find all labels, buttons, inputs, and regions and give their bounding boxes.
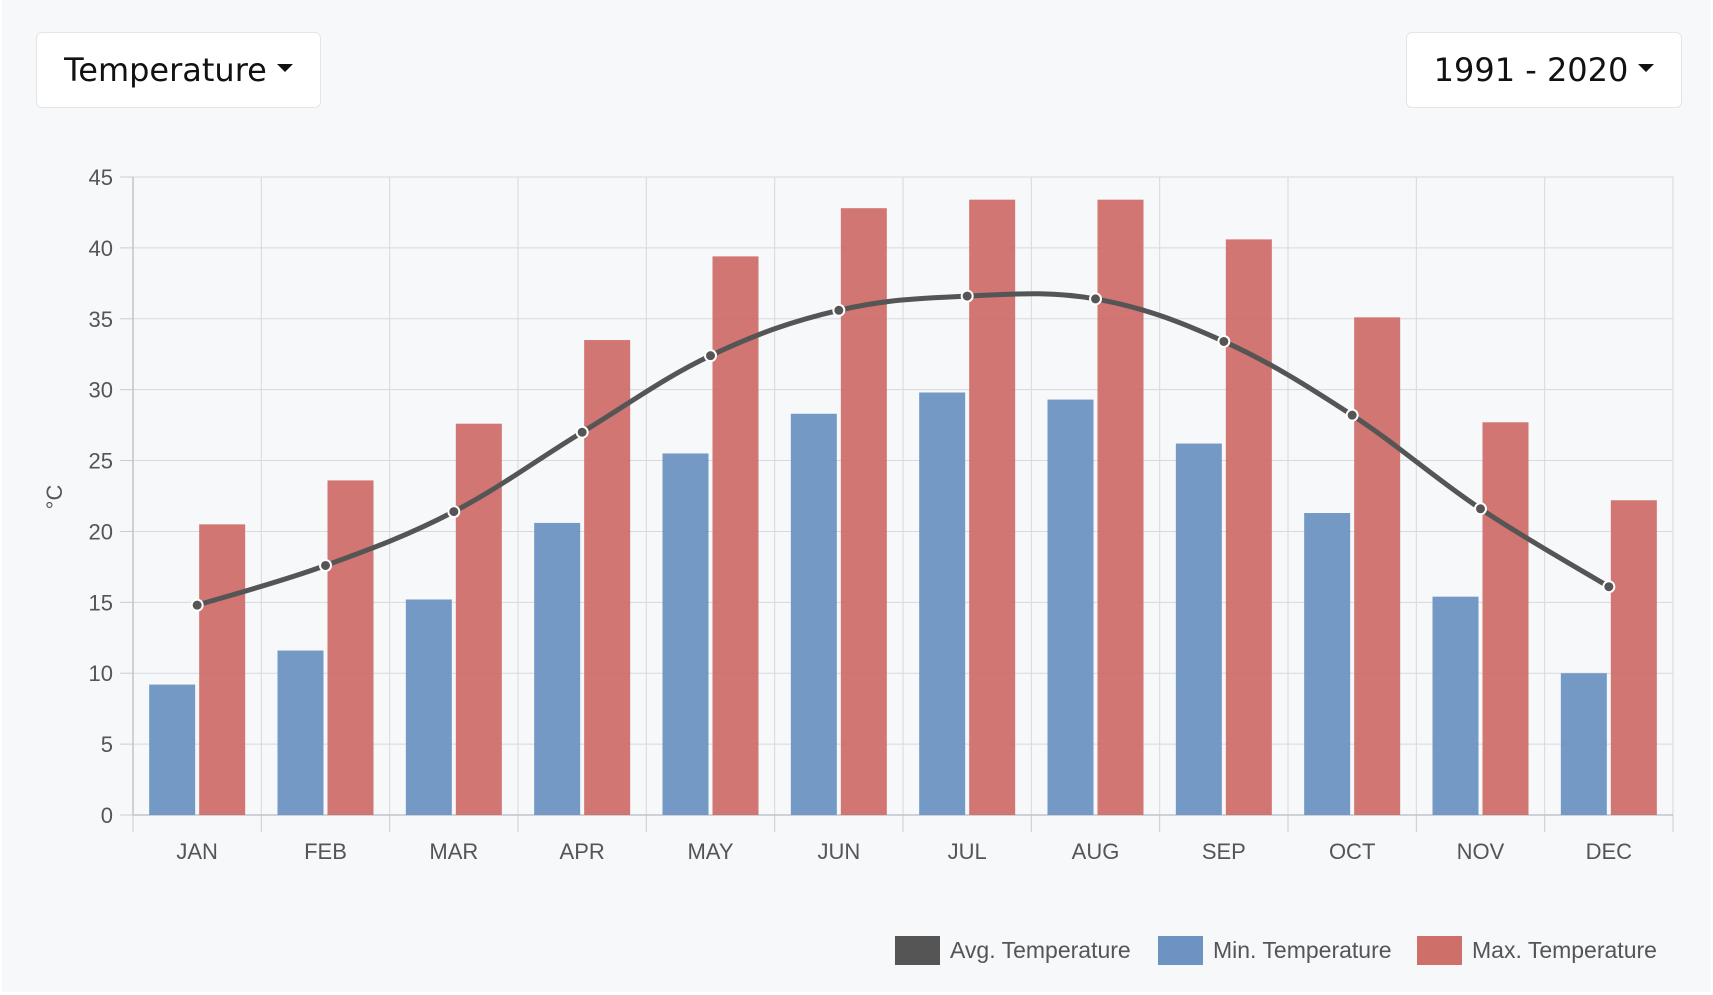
x-tick-label: MAY xyxy=(687,839,733,864)
max-temp-bar xyxy=(199,524,246,815)
x-tick-label: SEP xyxy=(1202,839,1246,864)
metric-dropdown[interactable]: Temperature xyxy=(36,32,321,108)
avg-temp-point xyxy=(575,425,589,439)
caret-down-icon xyxy=(1638,64,1655,72)
min-temp-bar xyxy=(534,522,581,815)
metric-dropdown-label: Temperature xyxy=(64,51,267,89)
max-temp-bar xyxy=(1354,317,1401,815)
avg-temp-point xyxy=(1217,334,1231,348)
x-tick-label: OCT xyxy=(1329,839,1375,864)
max-temp-bar xyxy=(1610,500,1657,815)
avg-temp-point xyxy=(704,349,717,363)
y-axis-title: °C xyxy=(42,485,67,510)
max-temp-bar xyxy=(1225,239,1272,816)
avg-temp-point xyxy=(1474,502,1487,516)
y-tick-label: 5 xyxy=(101,732,113,757)
y-tick-label: 40 xyxy=(89,236,113,261)
max-temp-bar xyxy=(1482,422,1529,815)
avg-temp-point xyxy=(190,598,204,612)
min-temp-bar xyxy=(1432,596,1479,815)
y-tick-label: 25 xyxy=(89,449,113,474)
period-dropdown-label: 1991 - 2020 xyxy=(1433,51,1629,89)
avg-temp-point xyxy=(1602,580,1616,594)
legend-label: Max. Temperature xyxy=(1472,937,1657,963)
legend-label: Avg. Temperature xyxy=(950,937,1131,963)
avg-temp-point xyxy=(1089,292,1102,306)
y-tick-label: 30 xyxy=(89,378,113,403)
y-tick-label: 35 xyxy=(89,307,113,332)
avg-temp-point xyxy=(319,558,332,572)
legend-label: Min. Temperature xyxy=(1213,937,1392,963)
y-tick-label: 0 xyxy=(101,803,113,828)
avg-temp-point xyxy=(960,289,974,303)
max-temp-bar xyxy=(840,208,887,816)
min-temp-bar xyxy=(405,599,452,815)
x-tick-label: JUL xyxy=(948,839,987,864)
min-temp-bar xyxy=(149,684,196,815)
max-temp-bar xyxy=(455,423,502,815)
legend-swatch xyxy=(1158,936,1203,965)
min-temp-bar xyxy=(1047,399,1094,815)
x-tick-label: JUN xyxy=(817,839,860,864)
min-temp-bar xyxy=(1175,443,1222,815)
x-tick-label: NOV xyxy=(1457,839,1505,864)
period-dropdown[interactable]: 1991 - 2020 xyxy=(1406,32,1682,108)
avg-temp-point xyxy=(447,505,461,519)
max-temp-bar xyxy=(1097,199,1144,815)
min-temp-bar xyxy=(277,650,324,815)
legend-swatch xyxy=(895,936,940,965)
min-temp-bar xyxy=(1304,513,1351,815)
avg-temp-point xyxy=(832,303,846,317)
x-tick-label: DEC xyxy=(1586,839,1633,864)
caret-down-icon xyxy=(276,64,293,72)
y-tick-label: 45 xyxy=(89,165,113,190)
x-tick-label: FEB xyxy=(304,839,347,864)
y-tick-label: 15 xyxy=(89,590,113,615)
x-tick-label: AUG xyxy=(1072,839,1120,864)
x-tick-label: MAR xyxy=(429,839,478,864)
max-temp-bar xyxy=(969,199,1016,815)
min-temp-bar xyxy=(1560,673,1607,815)
x-tick-label: APR xyxy=(560,839,605,864)
min-temp-bar xyxy=(919,392,966,815)
max-temp-bar xyxy=(584,340,631,815)
avg-temp-point xyxy=(1345,408,1359,422)
x-tick-label: JAN xyxy=(176,839,218,864)
max-temp-bar xyxy=(327,480,374,815)
min-temp-bar xyxy=(790,413,837,815)
y-tick-label: 20 xyxy=(89,519,113,544)
legend-swatch xyxy=(1417,936,1462,965)
y-tick-label: 10 xyxy=(89,661,113,686)
min-temp-bar xyxy=(662,453,709,815)
